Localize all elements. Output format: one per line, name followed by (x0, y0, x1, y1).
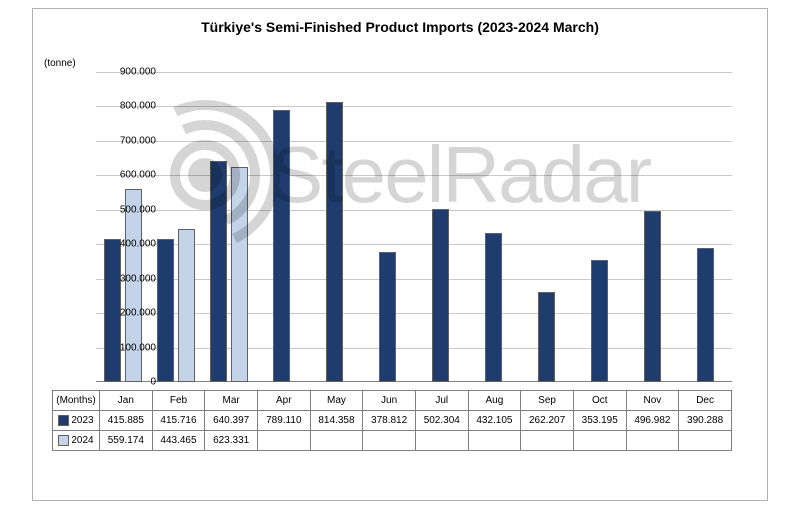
month-header: Oct (573, 391, 626, 411)
gridline (96, 106, 732, 107)
table-row: 2024559.174443.465623.331 (53, 431, 732, 451)
month-header: May (310, 391, 363, 411)
bar (326, 102, 343, 383)
y-tick-label: 500.000 (108, 204, 156, 215)
bar (210, 161, 227, 382)
y-tick-label: 600.000 (108, 170, 156, 181)
gridline (96, 210, 732, 211)
y-tick-label: 100.000 (108, 342, 156, 353)
month-header: Jul (415, 391, 468, 411)
bar (157, 239, 174, 382)
gridline (96, 175, 732, 176)
data-cell (573, 431, 626, 451)
data-cell: 432.105 (468, 411, 521, 431)
data-cell: 262.207 (521, 411, 574, 431)
y-tick-label: 800.000 (108, 101, 156, 112)
legend-swatch (58, 435, 69, 446)
bar (432, 209, 449, 382)
bar (273, 110, 290, 382)
data-cell (363, 431, 416, 451)
data-cell: 353.195 (573, 411, 626, 431)
bar (379, 252, 396, 382)
data-cell: 378.812 (363, 411, 416, 431)
bar (591, 260, 608, 382)
bar (644, 211, 661, 382)
chart-title: Türkiye's Semi-Finished Product Imports … (33, 19, 767, 35)
data-cell (310, 431, 363, 451)
data-cell: 496.982 (626, 411, 679, 431)
y-tick-label: 200.000 (108, 308, 156, 319)
legend-data-table: (Months) JanFebMarAprMayJunJulAugSepOctN… (52, 390, 732, 451)
data-cell (626, 431, 679, 451)
month-header: Dec (679, 391, 732, 411)
y-axis-label: (tonne) (44, 58, 76, 69)
data-cell: 390.288 (679, 411, 732, 431)
month-header: Nov (626, 391, 679, 411)
plot-area (96, 72, 732, 382)
table-row: 2023415.885415.716640.397789.110814.3583… (53, 411, 732, 431)
data-cell: 623.331 (205, 431, 258, 451)
bar (485, 233, 502, 382)
month-header: Sep (521, 391, 574, 411)
y-tick-label: 0 (108, 377, 156, 388)
data-cell: 640.397 (205, 411, 258, 431)
bar (697, 248, 714, 382)
series-legend-cell: 2023 (53, 411, 100, 431)
data-cell (415, 431, 468, 451)
y-tick-label: 700.000 (108, 135, 156, 146)
gridline (96, 72, 732, 73)
series-legend-cell: 2024 (53, 431, 100, 451)
month-header: Mar (205, 391, 258, 411)
data-cell (257, 431, 310, 451)
month-header: Aug (468, 391, 521, 411)
x-axis-header: (Months) (53, 391, 100, 411)
data-cell (468, 431, 521, 451)
bar (178, 229, 195, 382)
bar (538, 292, 555, 382)
month-header: Jun (363, 391, 416, 411)
month-header: Feb (152, 391, 205, 411)
data-cell: 559.174 (100, 431, 153, 451)
data-cell: 502.304 (415, 411, 468, 431)
data-cell (679, 431, 732, 451)
month-header: Apr (257, 391, 310, 411)
legend-swatch (58, 415, 69, 426)
data-cell: 415.885 (100, 411, 153, 431)
month-header: Jan (100, 391, 153, 411)
data-cell (521, 431, 574, 451)
table-row-header: (Months) JanFebMarAprMayJunJulAugSepOctN… (53, 391, 732, 411)
y-tick-label: 400.000 (108, 239, 156, 250)
y-tick-label: 900.000 (108, 67, 156, 78)
gridline (96, 141, 732, 142)
bar (125, 189, 142, 382)
data-cell: 814.358 (310, 411, 363, 431)
y-tick-label: 300.000 (108, 273, 156, 284)
data-cell: 789.110 (257, 411, 310, 431)
bar (231, 167, 248, 382)
data-cell: 415.716 (152, 411, 205, 431)
data-cell: 443.465 (152, 431, 205, 451)
